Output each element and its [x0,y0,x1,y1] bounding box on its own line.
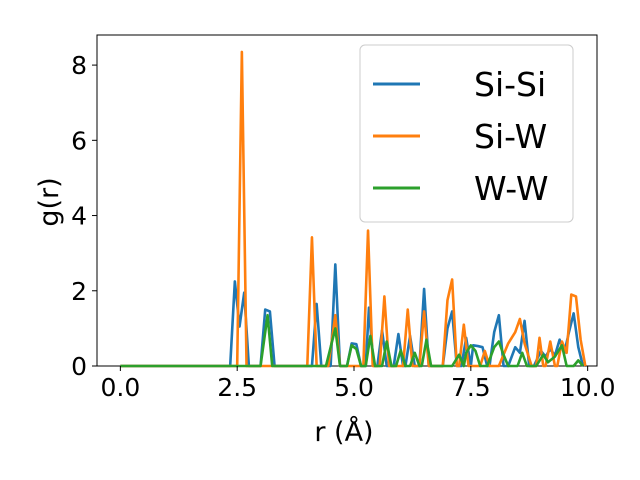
x-tick-label: 10.0 [560,373,616,402]
legend: Si-Si Si-W W-W [359,44,574,223]
y-axis-label: g(r) [34,177,65,226]
y-ticks: 0 2 4 6 8 [71,51,97,381]
legend-label: Si-Si [474,65,546,104]
y-tick-label: 6 [71,126,87,155]
y-tick-label: 8 [71,51,87,80]
x-tick-label: 5.0 [334,373,374,402]
series-line-w-w [120,313,584,368]
series-layer [120,50,587,368]
y-tick-label: 0 [71,352,87,381]
y-tick-label: 4 [71,202,87,231]
x-tick-label: 2.5 [217,373,257,402]
y-tick-label: 2 [71,277,87,306]
x-tick-label: 7.5 [451,373,491,402]
legend-label: Si-W [474,117,547,156]
x-tick-label: 0.0 [100,373,140,402]
x-axis-label: r (Å) [314,416,373,448]
x-ticks: 0.0 2.5 5.0 7.5 10.0 [100,366,615,402]
legend-box [359,44,574,223]
legend-label: W-W [474,169,549,208]
